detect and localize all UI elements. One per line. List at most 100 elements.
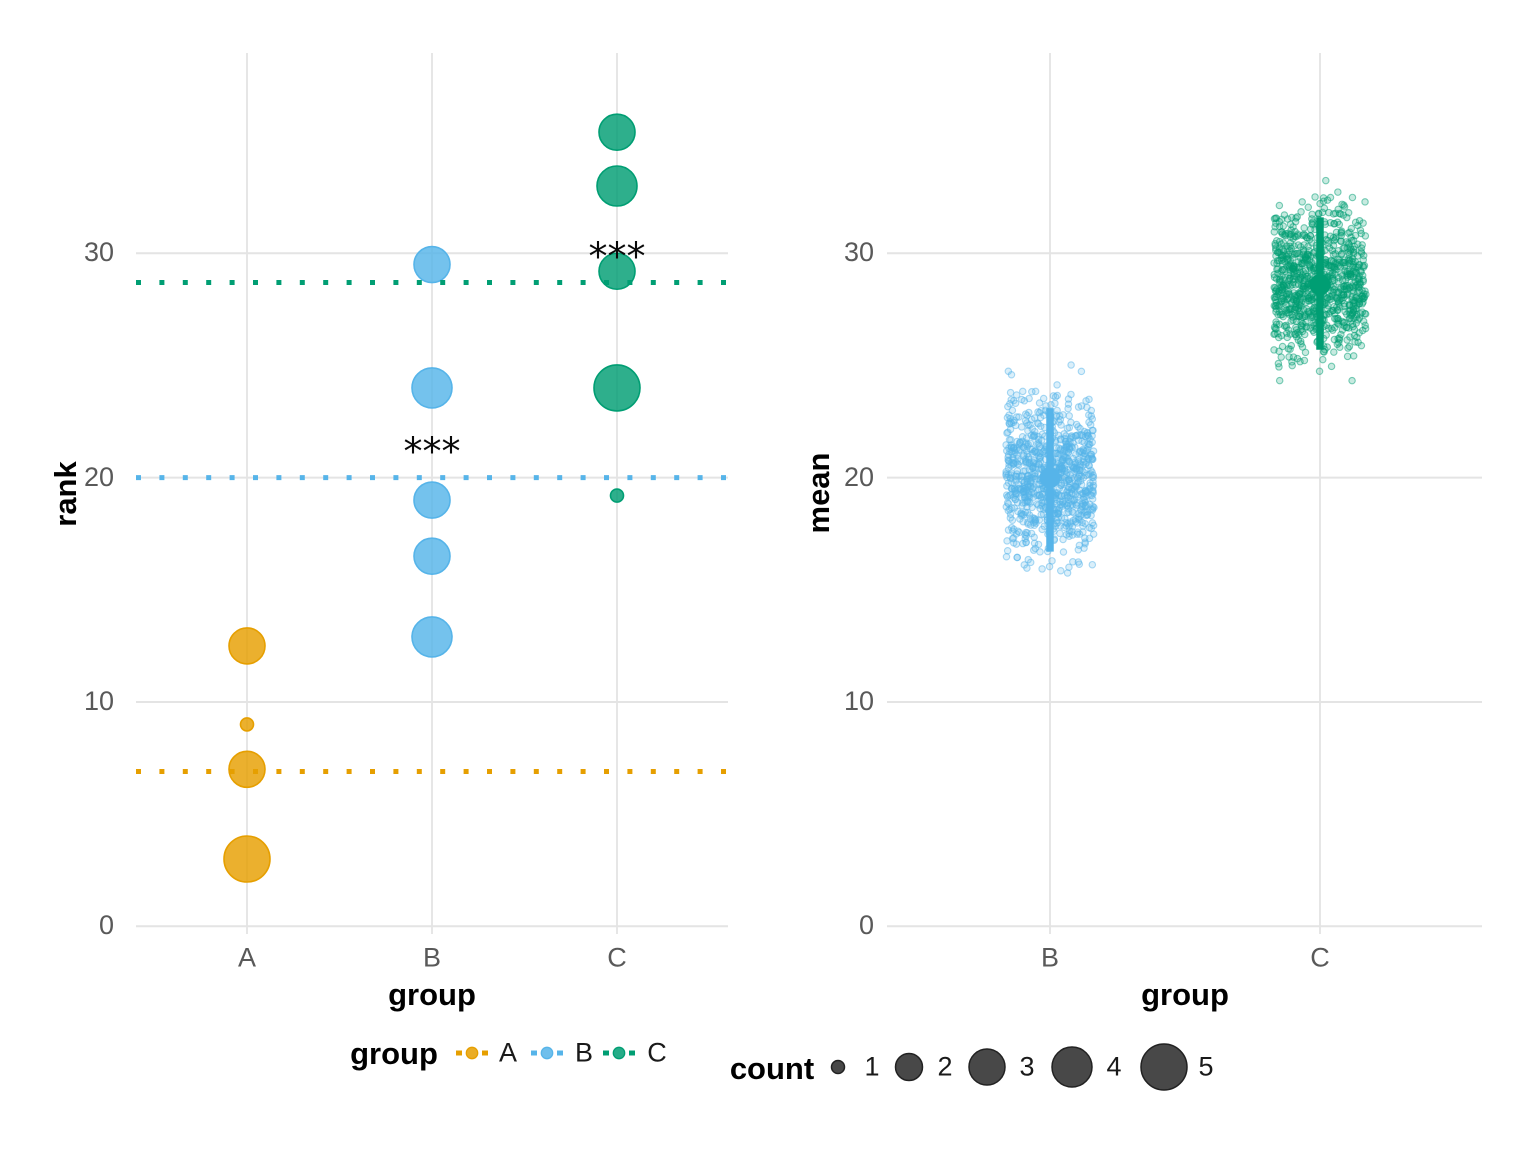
jitter-point: [1270, 228, 1279, 236]
jitter-point: [1356, 280, 1365, 289]
y-tick-label: 10: [843, 685, 874, 716]
jitter-point: [1277, 251, 1285, 259]
jitter-point: [1029, 546, 1038, 554]
jitter-point: [1016, 457, 1024, 466]
y-tick-label: 0: [858, 910, 874, 941]
jitter-point: [1336, 237, 1345, 245]
jitter-point: [1081, 534, 1089, 542]
jitter-point: [1019, 467, 1028, 475]
jitter-point: [1361, 310, 1370, 318]
jitter-point: [1283, 309, 1291, 317]
jitter-point: [1294, 276, 1303, 284]
jitter-point: [1032, 448, 1041, 457]
group-legend-label: B: [574, 1037, 594, 1068]
jitter-point: [1065, 563, 1073, 571]
jitter-point: [1034, 439, 1043, 447]
jitter-point: [1333, 319, 1342, 327]
jitter-point: [1275, 376, 1284, 385]
jitter-point: [1279, 280, 1288, 289]
jitter-point: [1275, 201, 1284, 210]
y-tick-label: 30: [843, 237, 874, 268]
jitter-point: [1003, 547, 1012, 555]
jitter-point: [1348, 193, 1357, 202]
jitter-point: [1079, 522, 1087, 530]
count-legend-dot: [968, 1048, 1006, 1086]
jitter-point: [1023, 564, 1031, 572]
jitter-point: [1273, 256, 1282, 265]
jitter-point: [1011, 495, 1019, 503]
jitter-point: [1064, 395, 1073, 403]
jitter-point: [1074, 455, 1082, 464]
jitter-point: [1359, 219, 1367, 227]
jitter-point: [1068, 484, 1077, 493]
jitter-point: [1038, 565, 1046, 573]
jitter-point: [1357, 249, 1366, 257]
jitter-point: [1019, 437, 1027, 446]
count-bubble: [598, 113, 636, 151]
jitter-point: [1024, 518, 1032, 527]
count-bubble: [413, 245, 451, 284]
jitter-point: [1009, 456, 1017, 464]
jitter-point: [1284, 254, 1292, 263]
jitter-point: [1288, 264, 1297, 273]
jitter-point: [1063, 491, 1072, 500]
jitter-point: [1070, 496, 1078, 505]
jitter-point: [1293, 296, 1301, 305]
jitter-point: [1011, 421, 1020, 430]
jitter-point: [1335, 209, 1344, 218]
jitter-point: [1056, 416, 1065, 424]
jitter-point: [1071, 460, 1080, 468]
group-legend-label: C: [647, 1037, 667, 1068]
jitter-point: [1004, 500, 1013, 508]
jitter-point: [1055, 507, 1063, 516]
jitter-point: [1324, 324, 1333, 333]
jitter-point: [1083, 511, 1091, 519]
count-bubble: [609, 488, 625, 503]
jitter-point: [1304, 242, 1312, 251]
y-tick-label: 20: [843, 461, 874, 492]
jitter-point: [1029, 463, 1037, 472]
jitter-point: [1305, 235, 1314, 244]
jitter-point: [1320, 204, 1329, 212]
jitter-point: [1036, 413, 1045, 422]
jitter-point: [1002, 552, 1011, 561]
jitter-point: [1089, 530, 1098, 538]
jitter-point: [1343, 352, 1352, 361]
count-legend-dot: [830, 1059, 846, 1075]
jitter-point: [1049, 392, 1058, 400]
jitter-point: [1286, 220, 1295, 229]
jitter-point: [1089, 473, 1098, 482]
jitter-point: [1051, 399, 1059, 408]
jitter-point: [1088, 432, 1096, 440]
jitter-point: [1343, 213, 1351, 222]
jitter-point: [1009, 539, 1018, 547]
jitter-point: [1027, 529, 1036, 538]
jitter-point: [1013, 553, 1021, 562]
jitter-point: [1358, 286, 1366, 295]
jitter-point: [1081, 502, 1090, 511]
jitter-point: [1087, 450, 1096, 459]
jitter-point: [1035, 399, 1044, 407]
jitter-point: [1083, 403, 1091, 412]
jitter-point: [1048, 557, 1056, 565]
jitter-point: [1065, 423, 1074, 432]
y-tick-label: 0: [98, 910, 114, 941]
jitter-point: [1289, 275, 1297, 284]
jitter-point: [1085, 523, 1094, 532]
jitter-point: [1078, 448, 1087, 457]
jitter-point: [1341, 276, 1350, 284]
jitter-point: [1277, 267, 1285, 276]
jitter-point: [1298, 198, 1306, 206]
jitter-point: [1296, 243, 1305, 251]
jitter-point: [1275, 363, 1283, 371]
jitter-point: [1075, 541, 1084, 550]
jitter-point: [1337, 231, 1346, 240]
jitter-point: [1274, 288, 1283, 296]
jitter-point: [1052, 449, 1061, 458]
jitter-point: [1036, 491, 1044, 499]
jitter-point: [1003, 537, 1011, 545]
jitter-point: [1010, 525, 1018, 534]
count-legend-label: 1: [864, 1051, 880, 1082]
jitter-point: [1328, 326, 1337, 334]
